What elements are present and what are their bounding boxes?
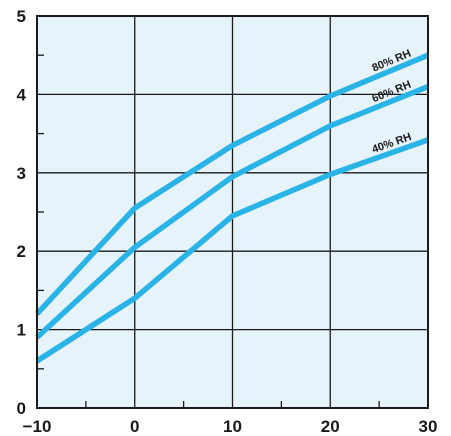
minor-tick-marks xyxy=(37,54,380,408)
series-line-0 xyxy=(34,52,430,316)
y-tick-label: 5 xyxy=(17,7,26,26)
x-tick-label: 0 xyxy=(130,417,139,436)
y-tick-label: 0 xyxy=(17,399,26,418)
y-tick-label: 3 xyxy=(17,164,26,183)
x-axis-tick-labels: −10 0 10 20 30 xyxy=(23,417,438,436)
y-tick-label: 4 xyxy=(17,85,27,104)
x-tick-label: 20 xyxy=(321,417,340,436)
x-tick-label: −10 xyxy=(23,417,52,436)
y-tick-label: 1 xyxy=(17,321,26,340)
y-tick-label: 2 xyxy=(17,242,26,261)
plot-border xyxy=(36,15,429,409)
series-line-2 xyxy=(35,137,429,364)
y-axis-tick-labels: 0 1 2 3 4 5 xyxy=(17,7,27,418)
x-tick-label: 10 xyxy=(223,417,242,436)
series-line-1 xyxy=(35,84,430,340)
series-lines xyxy=(34,52,430,364)
x-tick-label: 30 xyxy=(419,417,438,436)
